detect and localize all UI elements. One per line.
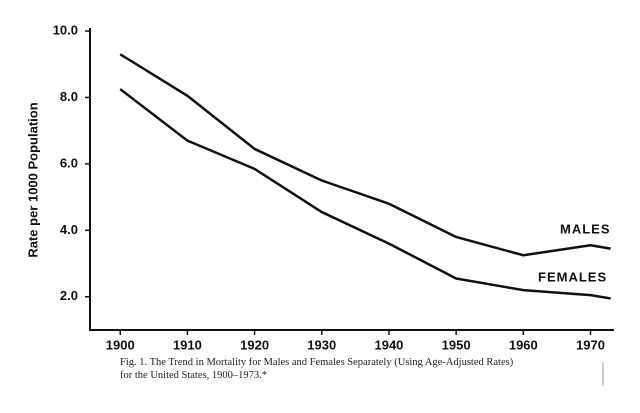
- y-tick-label: 10.0: [53, 22, 78, 37]
- y-axis-label: Rate per 1000 Population: [25, 102, 40, 257]
- y-tick-label: 6.0: [60, 155, 78, 170]
- x-tick-label: 1910: [173, 337, 202, 352]
- y-tick-label: 2.0: [60, 288, 78, 303]
- caption: Fig. 1. The Trend in Mortality for Males…: [120, 357, 514, 381]
- x-tick-label: 1960: [509, 337, 538, 352]
- series-label: FEMALES: [538, 269, 607, 284]
- y-tick-label: 8.0: [60, 89, 78, 104]
- series-label: MALES: [560, 221, 611, 236]
- x-tick-label: 1950: [442, 337, 471, 352]
- x-tick-label: 1920: [240, 337, 269, 352]
- x-tick-label: 1930: [307, 337, 336, 352]
- y-tick-label: 4.0: [60, 222, 78, 237]
- series-line: [119, 88, 611, 300]
- x-tick-label: 1900: [106, 337, 135, 352]
- series-line: [119, 53, 611, 257]
- x-tick-label: 1940: [374, 337, 403, 352]
- x-tick-label: 1970: [576, 337, 605, 352]
